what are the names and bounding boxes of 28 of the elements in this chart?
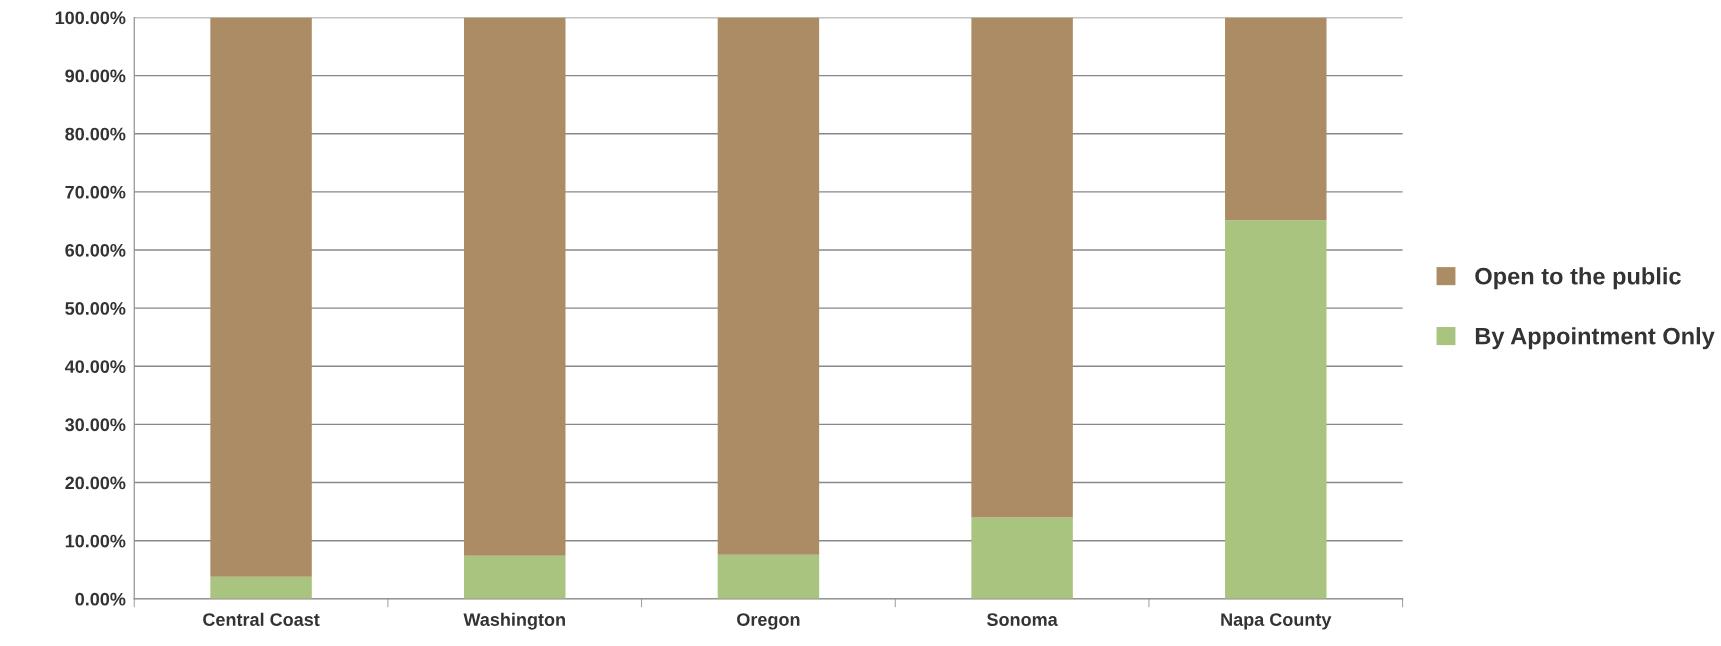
y-tick-label: 10.00% [65,534,126,548]
y-tick-label: 20.00% [65,476,126,490]
bar [464,555,566,599]
x-tick-label: Central Coast [203,612,320,626]
bar [464,17,566,556]
bar [1225,220,1327,599]
y-tick-label: 60.00% [65,243,126,257]
bar [717,17,820,555]
y-tick-label: 80.00% [65,127,126,141]
y-tick-label: 40.00% [64,360,126,373]
x-tick-label: Oregon [737,613,800,630]
bar [1225,17,1327,221]
legend-label: By Appointment Only [1475,327,1715,350]
bar [717,554,820,599]
x-tick-label: Washington [463,612,565,630]
legend-label: Open to the public [1475,267,1681,290]
bar [971,517,1073,599]
x-tick-label: Sonoma [987,613,1058,626]
y-tick-label: 90.00% [65,69,126,83]
y-tick-label: 70.00% [65,185,126,199]
y-tick-label: 30.00% [65,418,126,432]
y-tick-label: 100.00% [55,11,126,25]
bar [210,17,312,577]
x-tick-label: Napa County [1221,613,1332,630]
bar [971,17,1073,518]
y-tick-label: 0.00% [75,592,126,606]
bar [210,576,312,599]
y-tick-label: 50.00% [65,302,126,315]
